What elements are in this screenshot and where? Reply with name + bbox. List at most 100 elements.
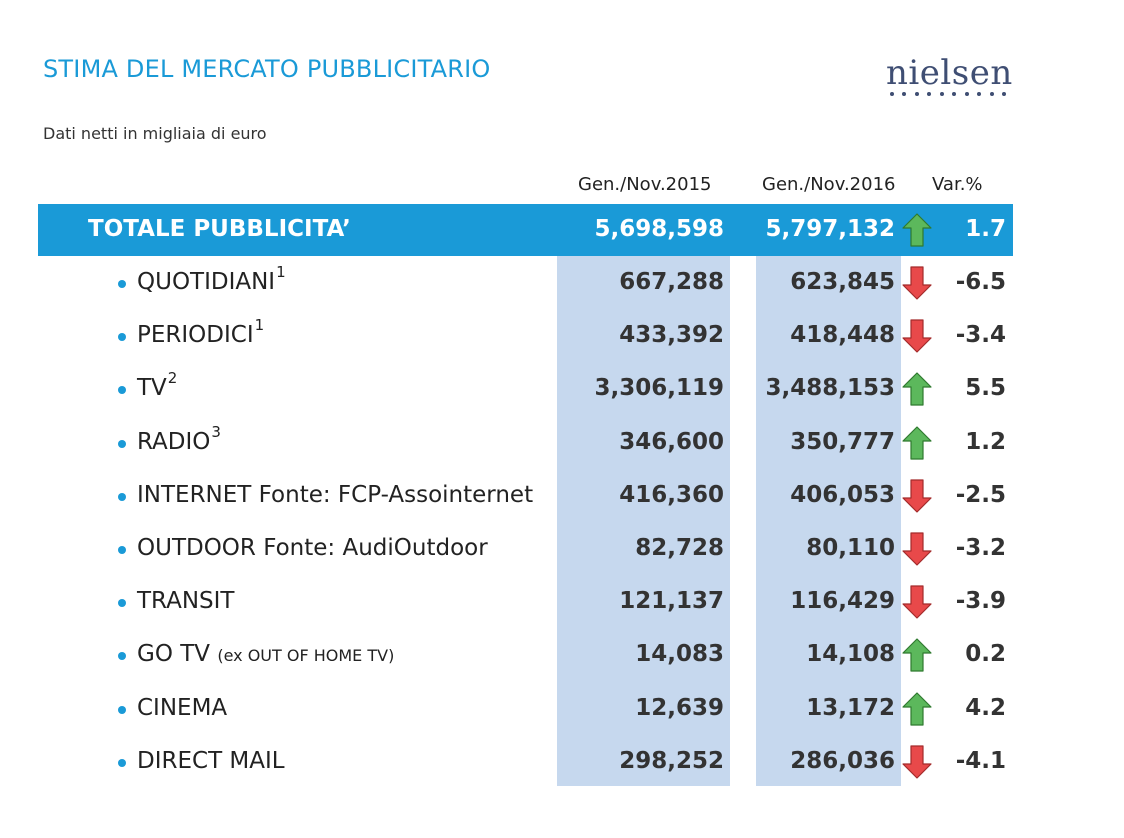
row-label-text: QUOTIDIANI [137, 269, 276, 295]
arrow-down-icon [902, 532, 932, 570]
table-row: CINEMA 12,639 13,172 4.2 [0, 684, 1124, 737]
page-subtitle: Dati netti in migliaia di euro [43, 124, 267, 143]
row-label-text: INTERNET Fonte: FCP-Assointernet [137, 481, 534, 508]
total-value-2015: 5,698,598 [594, 216, 725, 242]
row-variation: 1.2 [965, 428, 1006, 455]
page-title: STIMA DEL MERCATO PUBBLICITARIO [43, 55, 491, 83]
table-row: QUOTIDIANI1 667,288 623,845 -6.5 [0, 258, 1124, 311]
column-header-2016: Gen./Nov.2016 [762, 174, 896, 195]
row-label-text: TV [137, 375, 167, 402]
row-variation: -3.4 [955, 322, 1006, 349]
row-value-2015: 416,360 [619, 481, 724, 508]
table-row: TV2 3,306,119 3,488,153 5.5 [0, 364, 1124, 417]
row-footnote: 2 [167, 369, 178, 388]
row-label: PERIODICI1 [137, 316, 264, 349]
row-label: RADIO3 [137, 423, 221, 455]
bullet-icon [118, 492, 126, 501]
row-variation: 0.2 [965, 641, 1006, 668]
logo-dots [886, 92, 1007, 96]
row-variation: -3.2 [955, 535, 1006, 561]
table-row: RADIO3 346,600 350,777 1.2 [0, 418, 1124, 471]
bullet-icon [118, 758, 126, 767]
row-variation: -6.5 [955, 269, 1006, 295]
row-variation: 5.5 [965, 375, 1006, 402]
arrow-down-icon [902, 585, 932, 623]
bullet-icon [118, 599, 126, 608]
table-row: PERIODICI1 433,392 418,448 -3.4 [0, 311, 1124, 364]
row-value-2016: 80,110 [806, 535, 895, 561]
logo-text: nielsen [886, 53, 1013, 93]
row-variation: -4.1 [955, 747, 1006, 774]
column-2015-background [557, 256, 730, 786]
bullet-icon [118, 333, 126, 342]
row-value-2015: 82,728 [635, 535, 724, 561]
row-variation: 4.2 [965, 694, 1006, 721]
table-row: GO TV (ex OUT OF HOME TV) 14,083 14,108 0.2 [0, 630, 1124, 683]
row-footnote: 1 [254, 316, 265, 335]
column-header-var: Var.% [932, 174, 983, 195]
row-value-2015: 121,137 [619, 588, 724, 615]
arrow-up-icon [902, 691, 932, 730]
row-label: GO TV (ex OUT OF HOME TV) [137, 641, 394, 667]
row-label-text: OUTDOOR Fonte: AudiOutdoor [137, 535, 488, 561]
arrow-up-icon [902, 638, 932, 676]
row-value-2015: 3,306,119 [594, 375, 725, 402]
row-label: INTERNET Fonte: FCP-Assointernet [137, 482, 533, 508]
total-value-2016: 5,797,132 [765, 216, 896, 242]
row-note: (ex OUT OF HOME TV) [217, 646, 395, 666]
total-label: TOTALE PUBBLICITA’ [88, 216, 351, 242]
row-value-2016: 13,172 [806, 694, 895, 721]
column-header-2015: Gen./Nov.2015 [578, 174, 712, 195]
row-value-2016: 116,429 [790, 588, 895, 615]
total-variation: 1.7 [965, 216, 1006, 242]
column-2016-background [756, 256, 901, 786]
row-value-2015: 667,288 [619, 269, 724, 295]
row-label: TV2 [137, 369, 177, 402]
row-variation: -3.9 [955, 588, 1006, 615]
arrow-down-icon [902, 266, 932, 304]
row-value-2015: 298,252 [619, 747, 724, 774]
bullet-icon [118, 386, 126, 395]
bullet-icon [118, 280, 126, 288]
row-footnote: 3 [211, 422, 221, 441]
table-row: TRANSIT 121,137 116,429 -3.9 [0, 577, 1124, 630]
row-value-2016: 14,108 [806, 641, 895, 668]
arrow-up-icon [902, 425, 932, 464]
row-label-text: PERIODICI [137, 322, 254, 349]
row-label: QUOTIDIANI1 [137, 263, 286, 295]
arrow-up-icon [902, 213, 932, 251]
nielsen-logo: nielsen [886, 53, 1013, 106]
arrow-up-icon [902, 372, 932, 410]
row-value-2016: 3,488,153 [765, 375, 896, 402]
bullet-icon [118, 546, 126, 554]
row-label: TRANSIT [137, 588, 234, 614]
total-row [38, 204, 1013, 256]
row-value-2016: 623,845 [790, 269, 895, 295]
row-value-2015: 346,600 [619, 428, 724, 455]
row-value-2016: 418,448 [790, 322, 895, 349]
arrow-down-icon [902, 479, 932, 517]
row-value-2015: 14,083 [635, 641, 724, 668]
row-value-2015: 12,639 [635, 694, 724, 721]
row-variation: -2.5 [955, 481, 1006, 508]
row-footnote: 1 [276, 263, 286, 281]
row-label: OUTDOOR Fonte: AudiOutdoor [137, 535, 488, 561]
row-label-text: TRANSIT [137, 588, 235, 615]
table-row: OUTDOOR Fonte: AudiOutdoor 82,728 80,110 -3… [0, 524, 1124, 577]
row-label-text: DIRECT MAIL [137, 747, 285, 774]
row-value-2016: 350,777 [790, 428, 895, 455]
bullet-icon [118, 439, 126, 448]
arrow-down-icon [902, 319, 932, 357]
row-value-2015: 433,392 [619, 322, 724, 349]
bullet-icon [118, 652, 126, 661]
row-label-text: GO TV [137, 641, 211, 668]
arrow-down-icon [902, 745, 932, 783]
row-label: DIRECT MAIL [137, 748, 285, 774]
row-label-text: RADIO [137, 428, 211, 455]
row-label-text: CINEMA [137, 694, 228, 721]
row-value-2016: 286,036 [790, 747, 895, 774]
table-row: DIRECT MAIL 298,252 286,036 -4.1 [0, 737, 1124, 790]
row-value-2016: 406,053 [790, 481, 895, 508]
bullet-icon [118, 705, 126, 714]
row-label: CINEMA [137, 695, 227, 721]
